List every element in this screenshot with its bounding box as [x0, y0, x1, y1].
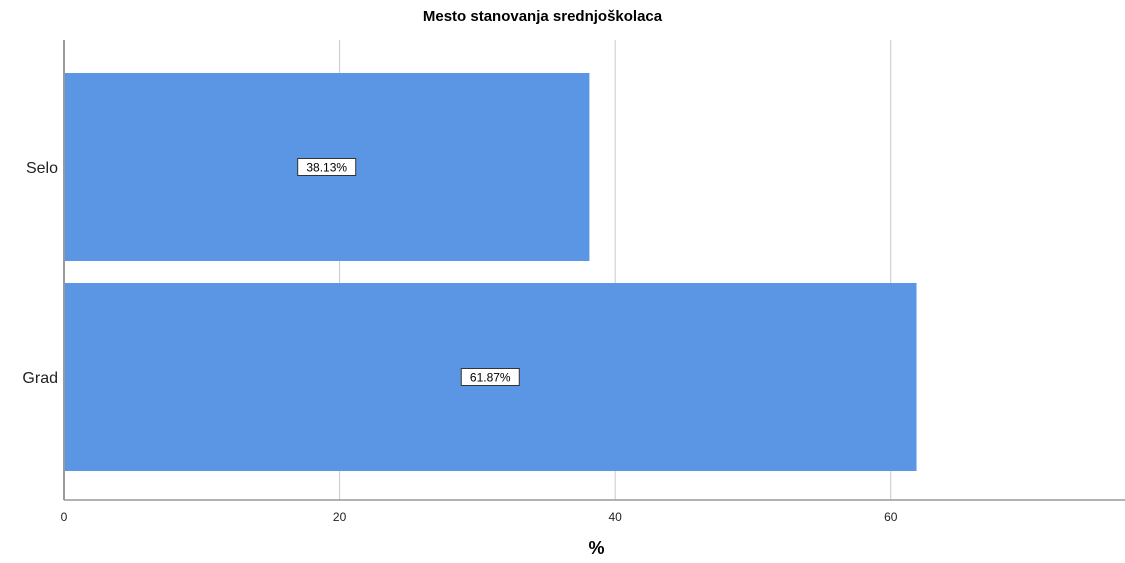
x-tick-label-20: 20 — [333, 510, 347, 524]
chart-title: Mesto stanovanja srednjoškolaca — [422, 8, 663, 25]
data-label-selo: 38.13% — [306, 161, 347, 175]
y-tick-label-selo: Selo — [26, 160, 58, 177]
x-tick-label-60: 60 — [884, 510, 898, 524]
y-tick-label-grad: Grad — [22, 370, 58, 387]
data-label-grad: 61.87% — [470, 371, 511, 385]
data-label-box-selo — [297, 158, 357, 176]
data-label-box-grad — [460, 368, 520, 386]
x-tick-label-0: 0 — [61, 510, 68, 524]
x-axis-title: % — [588, 538, 605, 558]
x-tick-label-40: 40 — [608, 510, 622, 524]
